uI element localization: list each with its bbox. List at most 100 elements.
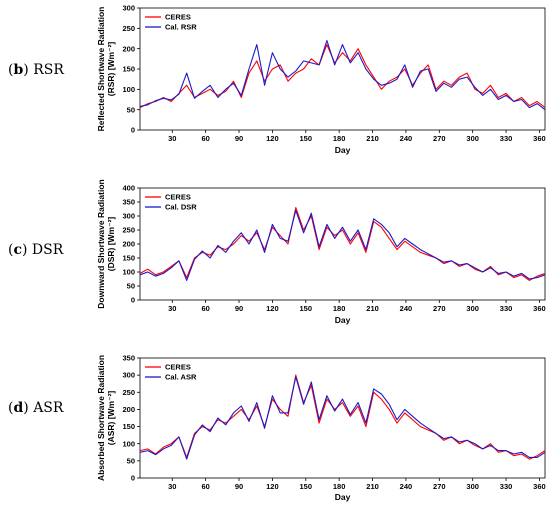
series-line-ceres: [139, 207, 546, 281]
panel-paren-open: (: [8, 62, 13, 78]
x-tick-label: 90: [235, 134, 243, 143]
legend-label: Cal. DSR: [165, 203, 197, 212]
y-tick-label: 50: [127, 456, 135, 465]
y-tick-label: 100: [122, 439, 135, 448]
x-tick-label: 330: [500, 134, 513, 143]
x-axis-title: Day: [335, 145, 351, 155]
chart-panel-b: (b) RSR 0 50 100 150 200 250 300 30 60 90 120 150 180…: [8, 4, 546, 155]
x-tick-label: 120: [266, 482, 279, 491]
y-tick-label: 50: [127, 282, 135, 291]
x-tick-label: 240: [400, 482, 413, 491]
panel-key: c: [13, 242, 22, 258]
series-line-ceres: [139, 374, 546, 460]
y-tick-label: 350: [122, 354, 135, 363]
y-axis-title-line: (DSR) [Wm⁻²]: [106, 217, 116, 272]
y-axis-title-line: Reflected Shortwave Radiation: [96, 7, 106, 132]
x-tick-label: 150: [300, 304, 313, 313]
y-tick-label: 100: [122, 85, 135, 94]
x-tick-label: 330: [500, 482, 513, 491]
legend-label: Cal. RSR: [165, 23, 197, 32]
plot-frame: [139, 357, 546, 479]
x-tick-label: 270: [433, 134, 446, 143]
legend-label: CERES: [165, 13, 191, 22]
x-tick-label: 270: [433, 482, 446, 491]
panel-name: ASR: [32, 400, 64, 416]
x-tick-label: 150: [300, 134, 313, 143]
y-tick-label: 250: [122, 388, 135, 397]
y-axis-title: Absorbed Shortwave Radiation(ASR) [Wm⁻²]: [96, 355, 116, 481]
x-tick-label: 210: [366, 304, 379, 313]
legend-label: CERES: [165, 193, 191, 202]
chart-panel-d: (d) ASR 0 50 100 150 200 250 300 350 30 60 90 120 150…: [8, 354, 546, 502]
y-tick-label: 200: [122, 44, 135, 53]
panel-paren-open: (: [8, 400, 13, 416]
x-tick-label: 120: [266, 304, 279, 313]
y-axis-title-line: (RSR) [Wm⁻²]: [106, 42, 116, 97]
x-tick-label: 300: [466, 304, 479, 313]
x-tick-label: 360: [533, 134, 546, 143]
panel-name: RSR: [33, 62, 64, 78]
chart-panel-c: (c) DSR 0 50 100 150 200 250 300 350 400 30 60 90 120…: [8, 179, 546, 325]
series-line-ceres: [139, 44, 546, 109]
series-line-calc: [139, 39, 546, 111]
y-tick-label: 50: [127, 105, 135, 114]
panel-paren-close: ): [22, 242, 32, 258]
x-tick-label: 60: [201, 304, 209, 313]
y-tick-label: 200: [122, 405, 135, 414]
y-axis-title-line: Downward Shortwave Radiation: [96, 179, 106, 308]
x-tick-label: 360: [533, 304, 546, 313]
y-tick-label: 150: [122, 254, 135, 263]
y-tick-label: 250: [122, 226, 135, 235]
legend-label: CERES: [165, 363, 191, 372]
panel-label: (b) RSR: [8, 62, 64, 78]
x-tick-label: 360: [533, 482, 546, 491]
y-axis-title-line: Absorbed Shortwave Radiation: [96, 355, 106, 481]
x-tick-label: 180: [333, 304, 346, 313]
x-tick-label: 300: [466, 134, 479, 143]
y-tick-label: 300: [122, 371, 135, 380]
x-tick-label: 180: [333, 482, 346, 491]
y-tick-label: 350: [122, 198, 135, 207]
panel-key: d: [13, 400, 23, 416]
x-tick-label: 210: [366, 134, 379, 143]
panel-paren-close: ): [23, 400, 33, 416]
series-line-calc: [139, 376, 546, 460]
x-tick-label: 180: [333, 134, 346, 143]
x-tick-label: 30: [168, 482, 176, 491]
x-tick-label: 60: [201, 482, 209, 491]
panel-paren-close: ): [23, 62, 33, 78]
y-axis-title: Downward Shortwave Radiation(DSR) [Wm⁻²]: [96, 179, 116, 308]
panel-name: DSR: [32, 242, 64, 258]
series-line-calc: [139, 209, 546, 281]
panel-key: b: [13, 62, 23, 78]
x-tick-label: 210: [366, 482, 379, 491]
x-tick-label: 30: [168, 304, 176, 313]
y-tick-label: 0: [131, 126, 135, 135]
x-tick-label: 270: [433, 304, 446, 313]
x-tick-label: 30: [168, 134, 176, 143]
y-axis-title-line: (ASR) [Wm⁻²]: [106, 391, 116, 446]
y-tick-label: 300: [122, 4, 135, 13]
x-tick-label: 60: [201, 134, 209, 143]
legend-label: Cal. ASR: [165, 373, 197, 382]
panel-paren-open: (: [8, 242, 13, 258]
panel-label: (d) ASR: [8, 400, 64, 416]
y-tick-label: 150: [122, 65, 135, 74]
x-tick-label: 330: [500, 304, 513, 313]
plot-frame: [139, 187, 546, 301]
x-axis-title: Day: [335, 492, 351, 502]
y-tick-label: 0: [131, 474, 135, 483]
x-tick-label: 90: [235, 482, 243, 491]
y-axis-title: Reflected Shortwave Radiation(RSR) [Wm⁻²…: [96, 7, 116, 132]
x-tick-label: 240: [400, 134, 413, 143]
x-tick-label: 300: [466, 482, 479, 491]
x-tick-label: 150: [300, 482, 313, 491]
x-tick-label: 240: [400, 304, 413, 313]
y-tick-label: 400: [122, 184, 135, 193]
x-tick-label: 90: [235, 304, 243, 313]
y-tick-label: 200: [122, 240, 135, 249]
panel-label: (c) DSR: [8, 242, 64, 258]
y-tick-label: 0: [131, 296, 135, 305]
x-axis-title: Day: [335, 315, 351, 325]
